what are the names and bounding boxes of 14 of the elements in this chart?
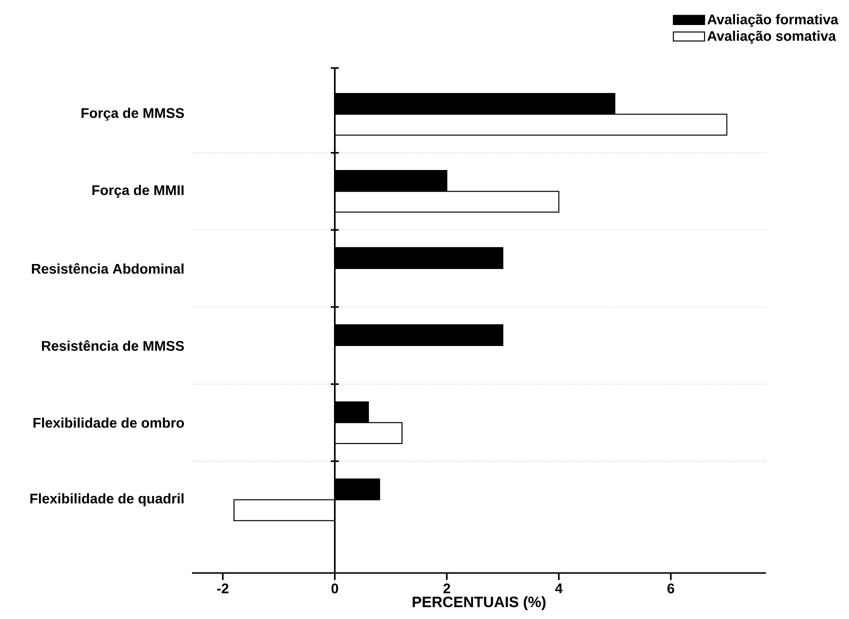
x-tick-label: 4: [555, 584, 563, 594]
x-tick-label: 0: [331, 584, 338, 594]
x-tick-label: 6: [667, 584, 674, 594]
y-tick-label: Resistência de MMSS: [42, 340, 184, 351]
legend-label: Avaliação somativa: [707, 30, 836, 44]
x-axis-title: PERCENTUAIS (%): [412, 596, 546, 610]
x-tick-label: 2: [443, 584, 450, 594]
legend-label: Avaliação formativa: [707, 14, 838, 28]
x-tick-label: -2: [217, 584, 228, 594]
y-tick-label: Força de MMII: [92, 184, 184, 198]
y-tick-label: Força de MMSS: [82, 108, 184, 121]
y-tick-label: Resistência Abdominal: [32, 263, 184, 274]
y-tick-label: Flexibilidade de quadril: [30, 493, 184, 506]
y-tick-label: Flexibilidade de ombro: [34, 418, 184, 428]
